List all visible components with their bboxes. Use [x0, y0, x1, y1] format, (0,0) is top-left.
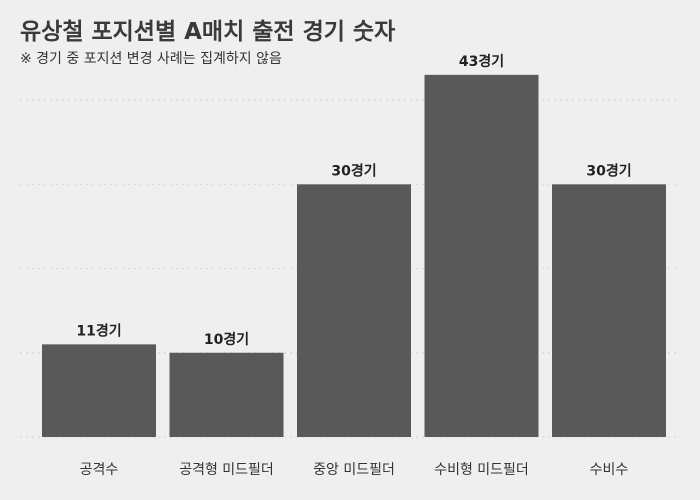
data-label: 30경기: [586, 162, 631, 179]
x-tick-label: 공격형 미드필더: [179, 462, 274, 478]
data-label: 11경기: [76, 322, 121, 339]
data-label: 43경기: [459, 53, 504, 70]
x-tick-label: 공격수: [80, 462, 119, 478]
x-tick-label: 수비수: [590, 462, 629, 478]
chart-subtitle: ※ 경기 중 포지션 변경 사례는 집계하지 않음: [20, 51, 282, 67]
bar: [169, 352, 284, 437]
chart-title: 유상철 포지션별 A매치 출전 경기 숫자: [20, 19, 396, 45]
x-tick-label: 수비형 미드필더: [434, 462, 529, 478]
bar: [42, 344, 156, 437]
bar: [297, 184, 411, 437]
data-label: 30경기: [331, 162, 376, 179]
bar: [424, 74, 539, 437]
bar: [552, 184, 666, 437]
x-tick-label: 중앙 미드필더: [313, 462, 395, 478]
data-label: 10경기: [204, 331, 249, 348]
